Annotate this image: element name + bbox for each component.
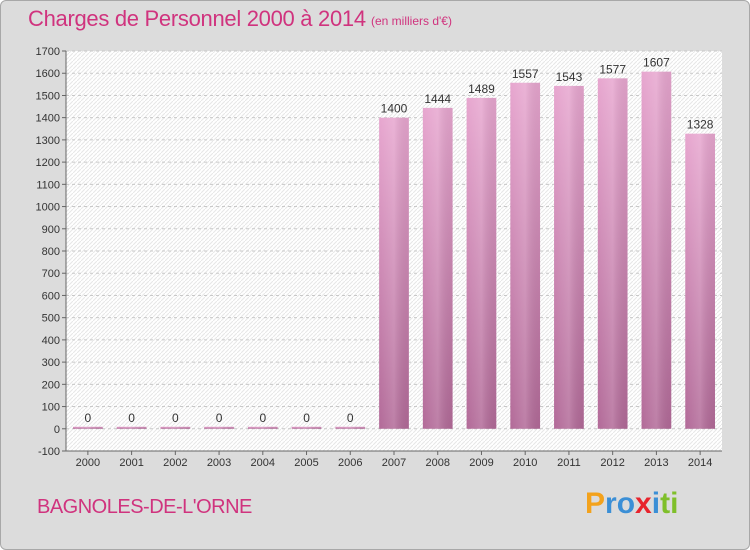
data-label: 0 <box>303 411 310 425</box>
chart-title: Charges de Personnel 2000 à 2014 <box>28 6 366 31</box>
y-tick-label: 600 <box>42 290 60 302</box>
x-tick-label: 2008 <box>425 457 449 469</box>
x-tick-label: 2014 <box>688 457 712 469</box>
y-tick-label: 300 <box>42 357 60 369</box>
y-tick-label: 200 <box>42 379 60 391</box>
y-tick-label: 1300 <box>36 135 60 147</box>
bar-shine <box>466 97 497 429</box>
bar-shine <box>422 107 453 429</box>
data-label: 0 <box>128 411 135 425</box>
location-name: BAGNOLES-DE-L'ORNE <box>37 496 252 518</box>
data-label: 1577 <box>599 62 626 76</box>
y-tick-label: -100 <box>38 446 60 458</box>
data-label: 1328 <box>687 118 714 132</box>
x-tick-label: 2007 <box>382 457 406 469</box>
y-tick-label: 1100 <box>36 179 60 191</box>
data-label: 1489 <box>468 82 495 96</box>
y-tick-label: 1600 <box>36 68 60 80</box>
data-label: 0 <box>347 411 354 425</box>
x-tick-label: 2001 <box>119 457 143 469</box>
y-tick-label: 0 <box>54 424 60 436</box>
logo-letter: t <box>660 487 671 520</box>
data-label: 0 <box>259 411 266 425</box>
bar-shine <box>685 133 716 429</box>
y-tick-label: 700 <box>42 268 60 280</box>
bar-shine <box>72 426 103 429</box>
data-label: 1607 <box>643 56 670 70</box>
x-tick-label: 2009 <box>469 457 493 469</box>
data-label: 0 <box>85 411 92 425</box>
bar-shine <box>510 82 541 429</box>
data-label: 0 <box>172 411 179 425</box>
bar-shine <box>379 117 409 429</box>
logo-letter: i <box>651 487 661 520</box>
data-label: 0 <box>216 411 223 425</box>
x-tick-label: 2010 <box>513 457 537 469</box>
logo-letter: P <box>585 487 606 520</box>
y-tick-label: 1200 <box>36 157 60 169</box>
bar-shine <box>247 426 278 429</box>
bar-shine <box>204 426 234 429</box>
x-tick-label: 2004 <box>251 457 275 469</box>
proxiti-logo: Proxiti <box>585 487 678 521</box>
logo-letter: r <box>605 487 617 520</box>
y-tick-label: 100 <box>42 402 60 414</box>
x-tick-label: 2011 <box>557 457 581 469</box>
data-label: 1543 <box>556 70 583 84</box>
y-tick-label: 900 <box>42 224 60 236</box>
x-tick-label: 2000 <box>76 457 100 469</box>
y-tick-label: 1400 <box>36 113 60 125</box>
bar-shine <box>160 426 191 429</box>
data-label: 1557 <box>512 67 539 81</box>
data-label: 1444 <box>424 92 451 106</box>
logo-letter: i <box>670 487 679 520</box>
bar-shine <box>641 71 672 429</box>
x-tick-label: 2002 <box>163 457 187 469</box>
x-tick-label: 2012 <box>600 457 624 469</box>
y-tick-label: 1700 <box>36 46 60 58</box>
bar-shine <box>291 426 322 429</box>
y-tick-label: 500 <box>42 313 60 325</box>
chart-subtitle: (en milliers d'€) <box>371 14 452 28</box>
bar-shine <box>554 85 584 429</box>
y-tick-label: 800 <box>42 246 60 258</box>
x-tick-label: 2003 <box>207 457 231 469</box>
x-tick-label: 2005 <box>294 457 318 469</box>
bar-shine <box>116 426 147 429</box>
y-tick-label: 400 <box>42 335 60 347</box>
y-tick-label: 1000 <box>36 202 60 214</box>
y-tick-label: 1500 <box>36 90 60 102</box>
bar-shine <box>335 426 366 429</box>
x-tick-label: 2006 <box>338 457 362 469</box>
logo-letter: o <box>616 487 636 520</box>
bar-shine <box>597 78 628 429</box>
x-tick-label: 2013 <box>644 457 668 469</box>
logo-letter: x <box>635 487 652 520</box>
data-label: 1400 <box>381 102 408 116</box>
